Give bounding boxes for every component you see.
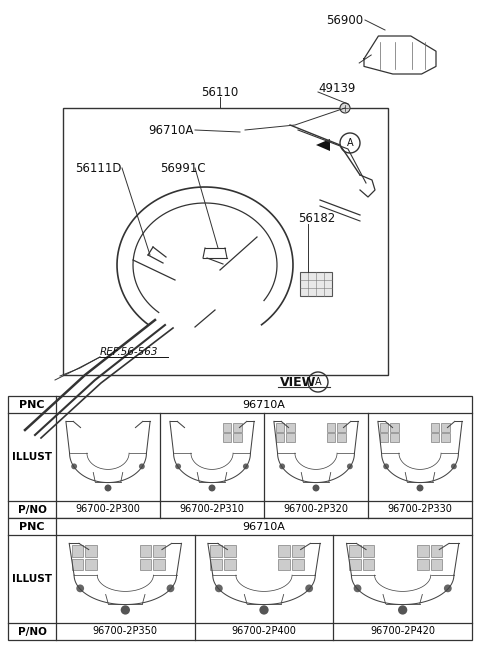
Bar — [233, 423, 242, 432]
Bar — [337, 433, 346, 442]
Bar — [85, 559, 97, 570]
Text: 96710A: 96710A — [242, 400, 286, 409]
Bar — [278, 559, 290, 570]
Bar — [223, 423, 231, 432]
Bar — [140, 559, 151, 570]
Text: P/NO: P/NO — [18, 504, 47, 514]
Polygon shape — [316, 139, 330, 151]
Text: P/NO: P/NO — [18, 626, 47, 636]
Bar — [8, 396, 472, 518]
Circle shape — [243, 463, 249, 469]
Bar — [337, 423, 346, 432]
Bar — [327, 423, 336, 432]
Bar — [380, 423, 388, 432]
Text: 56110: 56110 — [202, 85, 239, 98]
Circle shape — [215, 584, 223, 592]
Bar — [72, 545, 83, 556]
Text: PNC: PNC — [19, 400, 45, 409]
Circle shape — [305, 584, 313, 592]
Bar — [223, 433, 231, 442]
Circle shape — [340, 103, 350, 113]
Circle shape — [354, 584, 361, 592]
Bar — [441, 423, 450, 432]
Bar — [286, 433, 295, 442]
Bar — [431, 423, 440, 432]
Text: 56111D: 56111D — [75, 161, 121, 174]
Bar — [327, 433, 336, 442]
Bar — [431, 559, 443, 570]
Circle shape — [175, 463, 181, 469]
Bar — [224, 559, 236, 570]
Bar — [292, 559, 304, 570]
Text: A: A — [347, 138, 353, 148]
Bar — [417, 545, 429, 556]
Circle shape — [208, 485, 216, 491]
Bar — [278, 545, 290, 556]
Text: 56182: 56182 — [298, 211, 335, 224]
Bar — [300, 272, 332, 296]
Bar — [349, 545, 360, 556]
Text: ILLUST: ILLUST — [12, 452, 52, 462]
Circle shape — [71, 463, 77, 469]
Bar — [390, 433, 399, 442]
Circle shape — [451, 463, 457, 469]
Bar — [431, 433, 440, 442]
Bar — [8, 518, 472, 640]
Circle shape — [167, 584, 174, 592]
Bar — [431, 545, 443, 556]
Text: 96710A: 96710A — [148, 123, 193, 136]
Circle shape — [398, 605, 408, 615]
Bar — [286, 423, 295, 432]
Circle shape — [105, 485, 111, 491]
Circle shape — [312, 485, 320, 491]
Circle shape — [444, 584, 452, 592]
Text: 96700-2P320: 96700-2P320 — [284, 504, 348, 514]
Text: REF.56-563: REF.56-563 — [100, 347, 158, 357]
Text: 56991C: 56991C — [160, 161, 205, 174]
Circle shape — [259, 605, 269, 615]
Bar — [390, 423, 399, 432]
Bar — [417, 559, 429, 570]
Text: 49139: 49139 — [318, 81, 355, 94]
Circle shape — [120, 605, 130, 615]
Bar — [154, 545, 165, 556]
Text: 96700-2P420: 96700-2P420 — [370, 626, 435, 636]
Circle shape — [279, 463, 285, 469]
Text: PNC: PNC — [19, 522, 45, 531]
Bar — [363, 559, 374, 570]
Bar — [380, 433, 388, 442]
Text: 96710A: 96710A — [242, 522, 286, 531]
Bar — [441, 433, 450, 442]
Bar — [85, 545, 97, 556]
Circle shape — [417, 485, 423, 491]
Bar — [363, 545, 374, 556]
Text: 56900: 56900 — [326, 14, 363, 26]
Text: A: A — [315, 377, 321, 387]
Bar — [63, 108, 388, 375]
Bar — [233, 433, 242, 442]
Bar — [349, 559, 360, 570]
Bar — [210, 545, 222, 556]
Circle shape — [383, 463, 389, 469]
Circle shape — [76, 584, 84, 592]
Text: ILLUST: ILLUST — [12, 574, 52, 584]
Text: VIEW: VIEW — [280, 375, 316, 388]
Bar — [210, 559, 222, 570]
Bar — [154, 559, 165, 570]
Circle shape — [139, 463, 145, 469]
Bar — [224, 545, 236, 556]
Bar — [292, 545, 304, 556]
Bar — [276, 423, 285, 432]
Text: 96700-2P330: 96700-2P330 — [387, 504, 453, 514]
Text: 96700-2P310: 96700-2P310 — [180, 504, 244, 514]
Text: 96700-2P400: 96700-2P400 — [231, 626, 297, 636]
Bar — [276, 433, 285, 442]
Bar — [72, 559, 83, 570]
Text: 96700-2P300: 96700-2P300 — [75, 504, 141, 514]
Text: 96700-2P350: 96700-2P350 — [93, 626, 158, 636]
Bar — [140, 545, 151, 556]
Circle shape — [347, 463, 353, 469]
